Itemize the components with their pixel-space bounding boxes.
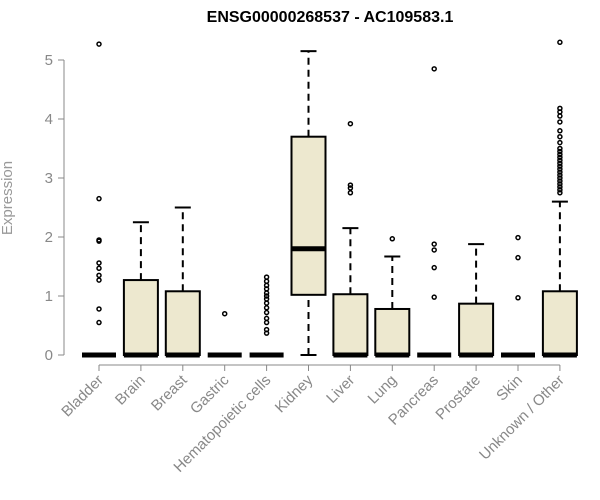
y-tick-label: 5 <box>45 52 53 69</box>
x-tick-label-liver: Liver <box>323 372 358 407</box>
x-tick-label-kidney: Kidney <box>272 371 317 416</box>
outlier-point <box>431 241 437 247</box>
box-skin <box>501 234 535 358</box>
outlier-point <box>557 190 563 196</box>
box-gastric <box>207 310 242 358</box>
box-bladder <box>82 41 116 358</box>
box-brain <box>122 221 159 358</box>
y-axis-label: Expression <box>0 161 16 235</box>
x-tick-label-skin: Skin <box>493 372 526 405</box>
box-iqr <box>374 307 411 357</box>
outlier-point <box>96 272 102 279</box>
outlier-point <box>347 120 354 127</box>
outlier-point <box>263 296 270 302</box>
outlier-point <box>557 145 563 152</box>
outlier-point <box>96 195 102 202</box>
outlier-point <box>557 128 563 134</box>
x-tick-label-prostate: Prostate <box>432 372 484 424</box>
outlier-point <box>96 260 102 266</box>
box-kidney <box>290 50 327 356</box>
y-tick-label: 0 <box>45 347 53 364</box>
outlier-point <box>557 160 563 166</box>
outlier-point <box>263 293 270 299</box>
outlier-point <box>431 294 437 300</box>
box-pancreas <box>417 66 452 358</box>
box-unknown-other <box>541 39 578 358</box>
outlier-point <box>431 66 437 72</box>
outlier-point <box>347 182 354 188</box>
boxes-group <box>82 39 578 358</box>
chart-title: ENSG00000268537 - AC109583.1 <box>207 9 454 26</box>
box-iqr <box>290 135 327 296</box>
outlier-point <box>263 315 270 322</box>
y-tick-label: 3 <box>45 170 53 187</box>
box-hematopoietic-cells <box>249 274 284 358</box>
x-tick-label-breast: Breast <box>148 371 191 414</box>
outlier-point <box>557 157 563 164</box>
y-tick-label: 2 <box>45 229 53 246</box>
outlier-point <box>557 166 563 172</box>
box-liver <box>332 120 369 358</box>
outlier-point <box>96 306 102 312</box>
outlier-point <box>557 139 563 146</box>
outlier-point <box>96 265 102 272</box>
x-tick-label-bladder: Bladder <box>58 372 107 421</box>
outlier-point <box>557 148 563 155</box>
outlier-point <box>96 277 102 283</box>
outlier-point <box>263 309 270 316</box>
outlier-point <box>221 310 228 317</box>
outlier-point <box>557 187 563 193</box>
outlier-point <box>347 185 354 191</box>
outlier-point <box>431 247 437 253</box>
outlier-point <box>557 39 563 46</box>
outlier-point <box>557 175 563 181</box>
outlier-point <box>557 154 563 161</box>
y-tick-label: 4 <box>45 111 53 128</box>
outlier-point <box>557 133 563 140</box>
y-axis-ticks: 0 1 2 3 4 5 <box>45 52 64 364</box>
box-iqr <box>122 279 159 357</box>
outlier-point <box>347 190 354 196</box>
outlier-point <box>557 184 563 190</box>
y-tick-label: 1 <box>45 288 53 305</box>
outlier-point <box>431 264 437 271</box>
outlier-point <box>557 181 563 187</box>
x-tick-label-lung: Lung <box>365 372 401 408</box>
outlier-point <box>96 41 102 47</box>
box-iqr <box>164 290 201 356</box>
outlier-point <box>557 169 563 175</box>
box-iqr <box>332 293 369 357</box>
box-iqr <box>458 302 495 357</box>
outlier-point <box>515 234 521 241</box>
outlier-point <box>515 295 521 301</box>
outlier-point <box>263 274 270 280</box>
x-tick-label-brain: Brain <box>112 372 149 409</box>
outlier-point <box>557 178 563 184</box>
outlier-point <box>389 236 396 242</box>
box-breast <box>164 206 201 358</box>
outlier-point <box>557 172 563 178</box>
outlier-point <box>515 254 521 261</box>
outlier-point <box>557 105 563 112</box>
outlier-point <box>557 163 563 169</box>
outlier-point <box>96 319 102 326</box>
box-prostate <box>458 243 495 358</box>
outlier-point <box>263 305 270 311</box>
box-lung <box>374 236 411 358</box>
outlier-point <box>263 326 270 333</box>
outlier-point <box>557 119 563 125</box>
box-iqr <box>541 290 578 356</box>
outlier-point <box>557 151 563 158</box>
outlier-point <box>96 237 102 243</box>
